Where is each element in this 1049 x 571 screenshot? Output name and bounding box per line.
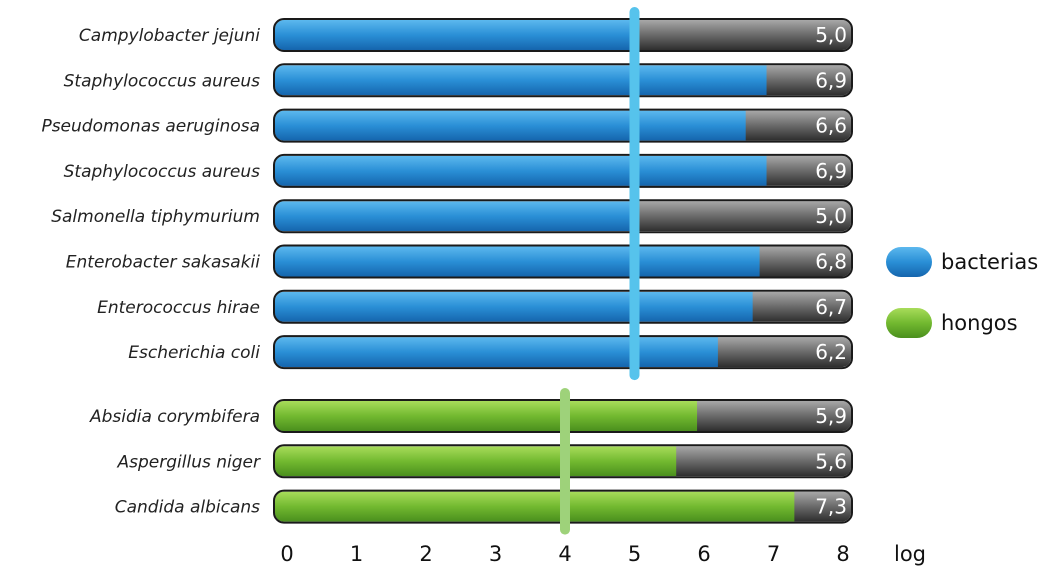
bar-row: Escherichia coli 6,2 [128, 335, 853, 370]
x-tick-label: 8 [836, 542, 849, 566]
bar-row: Staphylococcus aureus 6,9 [64, 63, 853, 98]
bar-fill [275, 155, 767, 186]
bar-fill [275, 291, 753, 322]
legend-item: hongos [886, 308, 1018, 338]
x-tick-label: 6 [697, 542, 710, 566]
bar-fill [275, 246, 760, 277]
bar-outline [273, 18, 853, 52]
bar-category-label: Absidia corymbifera [89, 407, 260, 427]
bar-category-label: Enterobacter sakasakii [66, 253, 260, 273]
bar-outline [273, 335, 853, 370]
bar-outline [273, 199, 853, 234]
bar-row: Absidia corymbifera 5,9 [89, 399, 853, 433]
legend-swatch [886, 247, 932, 277]
legend-label: hongos [941, 311, 1018, 335]
bar-value-label: 5,6 [815, 449, 847, 473]
x-tick-label: 7 [767, 542, 780, 566]
bar-category-label: Pseudomonas aeruginosa [41, 117, 260, 137]
legend-label: bacterias [941, 250, 1038, 274]
bar-value-label: 6,7 [815, 295, 847, 319]
bar-row: Candida albicans 7,3 [115, 489, 853, 524]
bar-fill [275, 20, 635, 50]
bar-value-label: 6,6 [815, 114, 847, 138]
bar-value-label: 5,0 [815, 23, 847, 47]
bar-category-label: Campylobacter jejuni [79, 26, 260, 46]
bars-layer: Campylobacter jejuni 5,0 Staphylococcus au… [41, 18, 853, 524]
bar-category-label: Staphylococcus aureus [64, 162, 261, 182]
bar-category-label: Aspergillus niger [117, 452, 261, 472]
x-axis: 0 1 2 3 4 5 6 7 8 log [280, 542, 926, 566]
bar-row: Staphylococcus aureus 6,9 [64, 153, 853, 188]
bar-outline [273, 108, 853, 143]
bar-value-label: 5,9 [815, 404, 847, 428]
bar-row: Enterococcus hirae 6,7 [97, 289, 853, 324]
bar-row: Pseudomonas aeruginosa 6,6 [41, 108, 853, 143]
bar-outline [273, 63, 853, 98]
bar-category-label: Candida albicans [115, 498, 260, 518]
bar-fill [275, 65, 767, 96]
bar-fill [275, 491, 795, 522]
bar-fill [275, 401, 698, 431]
bar-value-label: 6,2 [815, 340, 847, 364]
bar-value-label: 5,0 [815, 204, 847, 228]
bar-category-label: Enterococcus hirae [97, 298, 260, 318]
legend: bacterias hongos [886, 247, 1038, 338]
bar-row: Aspergillus niger 5,6 [117, 444, 853, 479]
threshold-layer [560, 7, 640, 535]
x-tick-label: 3 [489, 542, 502, 566]
x-tick-label: 2 [419, 542, 432, 566]
bar-category-label: Salmonella tiphymurium [51, 207, 260, 227]
bar-outline [273, 289, 853, 324]
bar-category-label: Escherichia coli [128, 343, 260, 363]
bar-value-label: 6,9 [815, 68, 847, 92]
bar-row: Salmonella tiphymurium 5,0 [51, 199, 853, 234]
bar-category-label: Staphylococcus aureus [64, 71, 261, 91]
x-axis-unit-label: log [894, 542, 926, 566]
x-tick-label: 4 [558, 542, 571, 566]
bar-row: Enterobacter sakasakii 6,8 [66, 244, 853, 279]
x-tick-label: 5 [628, 542, 641, 566]
bar-value-label: 7,3 [815, 495, 847, 519]
bar-fill [275, 110, 746, 141]
bar-row: Campylobacter jejuni 5,0 [79, 18, 853, 52]
bar-value-label: 6,8 [815, 250, 847, 274]
bar-outline [273, 244, 853, 279]
bar-value-label: 6,9 [815, 159, 847, 183]
bar-fill [275, 337, 718, 368]
legend-item: bacterias [886, 247, 1038, 277]
bar-outline [273, 153, 853, 188]
x-tick-label: 1 [350, 542, 363, 566]
bar-fill [275, 446, 677, 477]
bar-fill [275, 201, 635, 232]
legend-swatch [886, 308, 932, 338]
x-tick-label: 0 [280, 542, 293, 566]
